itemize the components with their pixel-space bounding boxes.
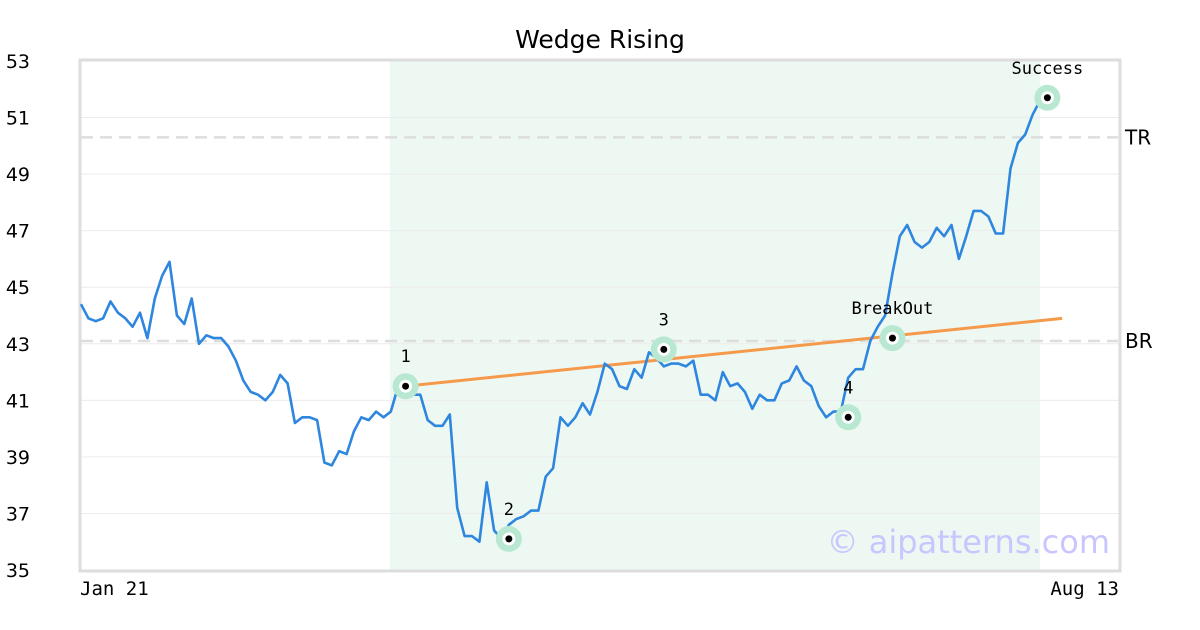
pattern-point-dot xyxy=(888,334,896,342)
pattern-point-dot xyxy=(505,535,513,543)
pattern-point-dot xyxy=(844,413,852,421)
pattern-point-label: 4 xyxy=(843,378,853,398)
x-tick-end: Aug 13 xyxy=(1050,578,1119,600)
x-tick-start: Jan 21 xyxy=(80,578,149,600)
watermark: © aipatterns.com xyxy=(827,523,1110,561)
pattern-region-shade xyxy=(389,61,1040,570)
plot-frame xyxy=(78,58,1122,573)
pattern-point-label: 3 xyxy=(659,310,669,330)
price-series-line xyxy=(79,99,1042,544)
level-label: TR xyxy=(1124,125,1151,149)
chart-title: Wedge Rising xyxy=(515,25,685,54)
y-tick-label: 49 xyxy=(6,164,30,186)
pattern-point-dot xyxy=(402,382,410,390)
y-tick-label: 41 xyxy=(6,390,30,412)
pattern-point-label: BreakOut xyxy=(852,299,934,319)
level-lines: TR BR xyxy=(81,125,1153,353)
pattern-points: 1 2 3 4 BreakOut Success xyxy=(392,59,1084,552)
pattern-point-dot xyxy=(1043,94,1051,102)
pattern-point-label: 1 xyxy=(400,347,410,367)
y-tick-label: 35 xyxy=(6,560,30,582)
pattern-point-dot xyxy=(660,345,668,353)
y-tick-label: 45 xyxy=(6,277,30,299)
y-tick-label: 39 xyxy=(6,447,30,469)
y-tick-label: 47 xyxy=(6,221,30,243)
pattern-point-label: 2 xyxy=(504,500,514,520)
y-tick-label: 51 xyxy=(6,108,30,130)
trend-line xyxy=(405,316,1063,388)
y-tick-label: 43 xyxy=(6,334,30,356)
y-tick-label: 53 xyxy=(6,51,30,73)
level-label: BR xyxy=(1125,329,1153,353)
y-tick-label: 37 xyxy=(6,503,30,525)
y-axis-ticks: 35 37 39 41 43 45 47 49 51 53 xyxy=(6,51,30,582)
pattern-point-label: Success xyxy=(1012,59,1084,79)
